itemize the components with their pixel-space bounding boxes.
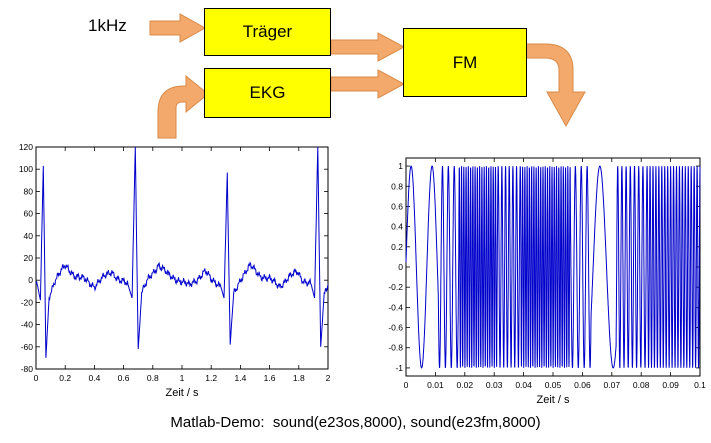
ekg-plot: 0 0.2 0.4 0.6 0.8 1 1.2 1.4 1.6 1.8 2 -80 -60 -40 -20 0… <box>6 140 346 402</box>
svg-text:20: 20 <box>24 253 34 263</box>
svg-text:0.07: 0.07 <box>604 380 621 390</box>
svg-text:-40: -40 <box>21 320 34 330</box>
svg-text:-0.6: -0.6 <box>388 323 403 333</box>
svg-text:0.8: 0.8 <box>147 373 159 383</box>
svg-text:1.2: 1.2 <box>205 373 217 383</box>
svg-text:0.4: 0.4 <box>391 222 403 232</box>
svg-text:0.09: 0.09 <box>662 380 679 390</box>
svg-text:0.02: 0.02 <box>457 380 474 390</box>
svg-text:40: 40 <box>24 231 34 241</box>
svg-text:Zeit / s: Zeit / s <box>536 394 570 404</box>
svg-text:-60: -60 <box>21 342 34 352</box>
svg-text:1.4: 1.4 <box>234 373 246 383</box>
svg-text:0: 0 <box>28 275 33 285</box>
svg-text:2: 2 <box>326 373 331 383</box>
svg-text:0.2: 0.2 <box>391 242 403 252</box>
svg-text:0.01: 0.01 <box>427 380 444 390</box>
svg-text:0.1: 0.1 <box>694 380 706 390</box>
svg-text:0.04: 0.04 <box>515 380 532 390</box>
svg-text:0.2: 0.2 <box>59 373 71 383</box>
ekg-input-curved-arrow-icon <box>157 74 209 139</box>
svg-text:1: 1 <box>398 161 403 171</box>
ekg-block: EKG <box>204 68 331 118</box>
svg-text:0.05: 0.05 <box>545 380 562 390</box>
svg-text:1.6: 1.6 <box>264 373 276 383</box>
svg-text:0.4: 0.4 <box>88 373 100 383</box>
svg-text:1.8: 1.8 <box>293 373 305 383</box>
carrier-input-arrow-icon <box>149 13 207 43</box>
fm-output-curved-arrow-icon <box>524 43 586 128</box>
svg-text:0.6: 0.6 <box>391 201 403 211</box>
svg-text:0.08: 0.08 <box>633 380 650 390</box>
svg-text:0.03: 0.03 <box>486 380 503 390</box>
svg-text:-80: -80 <box>21 364 34 374</box>
svg-text:0: 0 <box>398 262 403 272</box>
svg-text:0.8: 0.8 <box>391 181 403 191</box>
svg-text:100: 100 <box>19 164 33 174</box>
svg-text:60: 60 <box>24 209 34 219</box>
traeger-to-fm-arrow-icon <box>330 32 406 62</box>
traeger-block: Träger <box>204 8 331 56</box>
svg-text:-0.2: -0.2 <box>388 282 403 292</box>
fm-block: FM <box>403 28 527 97</box>
svg-text:80: 80 <box>24 186 34 196</box>
svg-text:-20: -20 <box>21 297 34 307</box>
ekg-to-fm-arrow-icon <box>330 69 406 99</box>
svg-text:0: 0 <box>34 373 39 383</box>
carrier-frequency-label: 1kHz <box>88 16 127 35</box>
svg-text:-0.4: -0.4 <box>388 302 403 312</box>
svg-text:-1: -1 <box>395 363 403 373</box>
svg-text:0: 0 <box>404 380 409 390</box>
fm-plot: 0 0.01 0.02 0.03 0.04 0.05 0.06 0.07 0.08 0.09 0.1… <box>382 152 707 404</box>
block-diagram-arrows <box>149 13 586 139</box>
svg-text:-0.8: -0.8 <box>388 343 403 353</box>
svg-text:0.6: 0.6 <box>118 373 130 383</box>
matlab-demo-caption: Matlab-Demo: sound(e23os,8000), sound(e2… <box>170 414 541 431</box>
svg-text:Zeit / s: Zeit / s <box>165 387 199 399</box>
svg-text:1: 1 <box>180 373 185 383</box>
svg-text:0.06: 0.06 <box>574 380 591 390</box>
svg-text:120: 120 <box>19 142 33 152</box>
